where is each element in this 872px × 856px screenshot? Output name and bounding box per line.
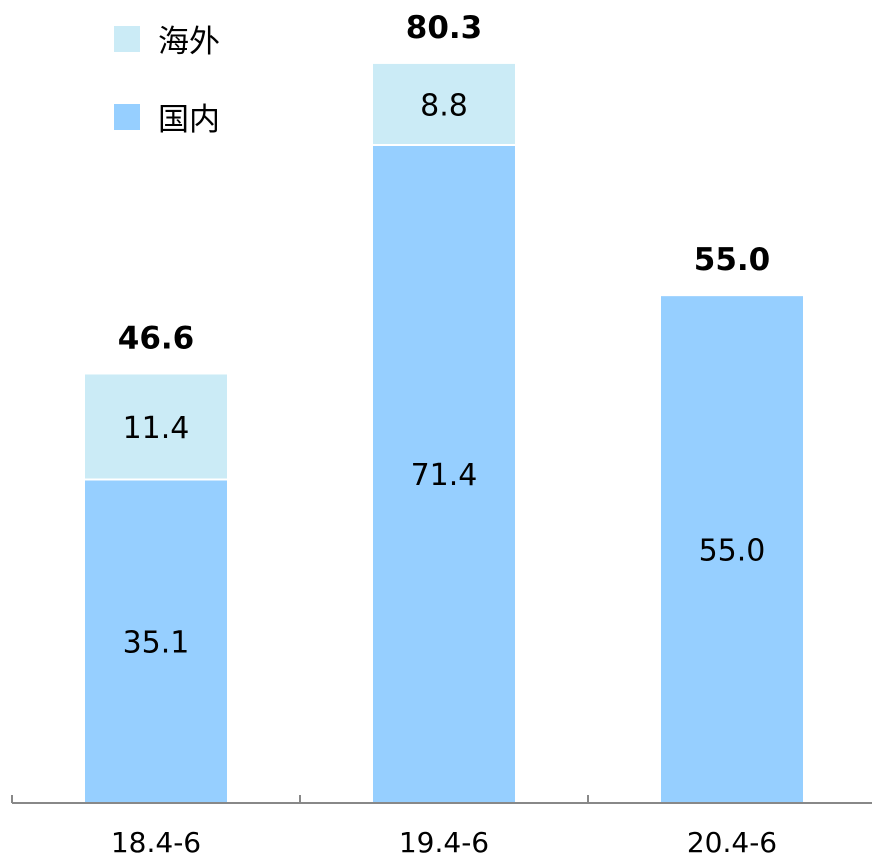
bar-segment-domestic-1 <box>373 145 515 803</box>
data-label-domestic-0: 35.1 <box>123 625 190 660</box>
total-label-2: 55.0 <box>694 242 771 278</box>
bar-segment-domestic-2 <box>661 296 803 803</box>
data-label-domestic-2: 55.0 <box>699 534 766 569</box>
bar-group: 35.1 11.4 46.6 71.4 8.8 80.3 55.0 55.0 <box>85 10 803 803</box>
x-tick-label-1: 19.4-6 <box>399 826 489 856</box>
legend-label-domestic: 国内 <box>158 102 220 138</box>
data-label-overseas-0: 11.4 <box>123 411 190 446</box>
bar-segment-overseas-1 <box>373 63 515 146</box>
data-label-domestic-1: 71.4 <box>411 458 478 493</box>
legend: 海外 国内 <box>114 24 220 138</box>
bar-segment-domestic-0 <box>85 479 227 803</box>
x-tick-label-0: 18.4-6 <box>111 826 201 856</box>
total-label-0: 46.6 <box>118 320 195 356</box>
legend-label-overseas: 海外 <box>158 24 220 60</box>
data-label-overseas-1: 8.8 <box>420 88 468 123</box>
bar-segment-overseas-0 <box>85 374 227 480</box>
x-axis: 18.4-6 19.4-6 20.4-6 <box>11 795 872 856</box>
x-tick-label-2: 20.4-6 <box>687 826 777 856</box>
legend-swatch-domestic <box>114 104 140 130</box>
legend-swatch-overseas <box>114 26 140 52</box>
total-label-1: 80.3 <box>406 10 483 46</box>
